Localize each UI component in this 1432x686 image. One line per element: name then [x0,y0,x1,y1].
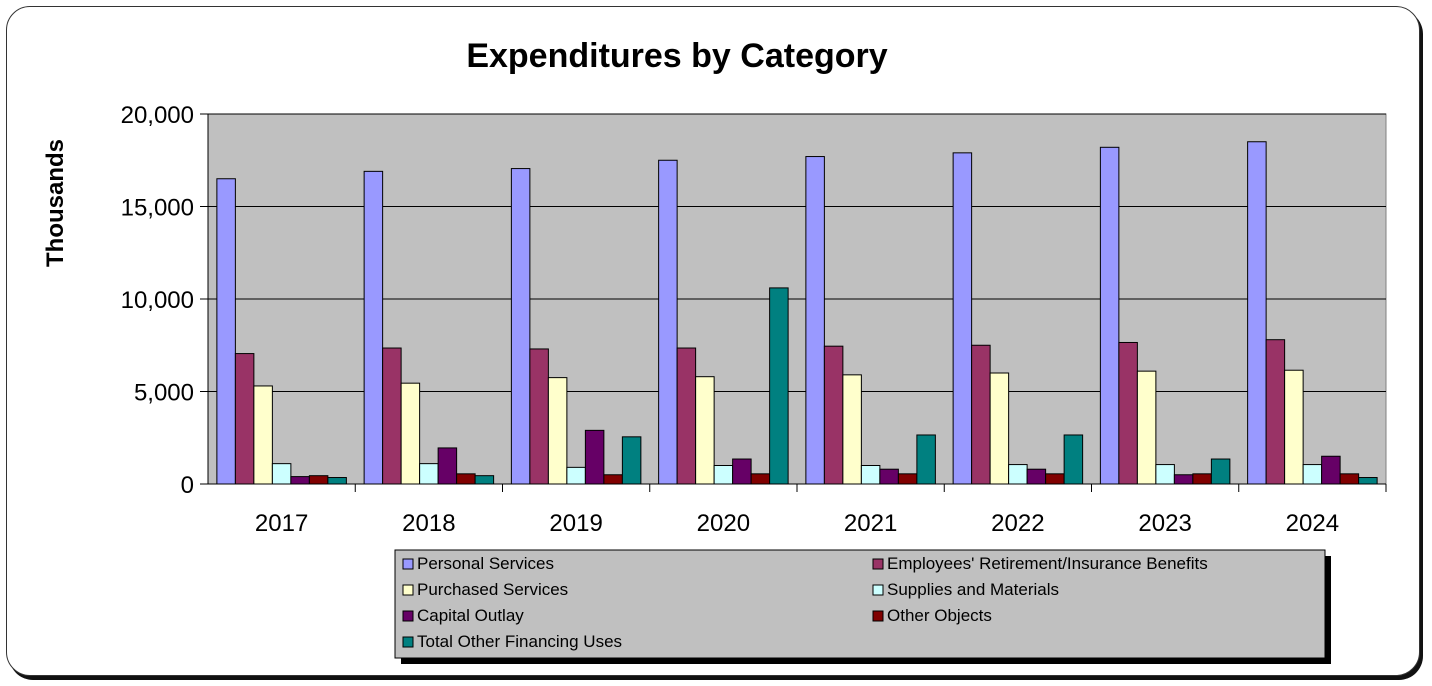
bar [234,353,255,485]
bar [419,463,439,485]
bar [456,473,476,485]
bar [510,168,531,485]
bar [308,475,329,485]
bar [823,345,844,485]
bar [676,347,697,485]
bar [658,159,678,485]
bar [216,178,236,485]
bar [437,447,458,485]
bar [1045,473,1065,485]
bar [1302,464,1323,485]
x-tick-label: 2020 [697,510,750,537]
plot-area: 0 5,000 10,000 15,000 20,000 2017 2018 2019 2020… [121,102,1387,537]
bar [1265,339,1286,485]
bar [916,434,936,485]
bar [1008,464,1028,485]
bar [750,473,771,485]
bar [566,466,586,485]
bar [989,372,1010,485]
legend-box [394,549,1326,659]
bar [1192,473,1212,485]
legend: Personal Services Employees' Retirement/I… [394,549,1331,664]
bar [860,465,881,485]
bar [382,347,402,485]
bar [400,382,421,485]
bar [1210,458,1231,485]
bar [1136,370,1157,485]
x-tick-label: 2022 [991,510,1044,537]
legend-swatch [402,584,414,596]
x-tick-label: 2017 [255,510,308,537]
bar [584,429,605,485]
y-tick-label: 0 [181,472,194,499]
legend-label: Total Other Financing Uses [417,632,622,651]
x-tick-label: 2019 [549,510,602,537]
x-tick-label: 2024 [1286,510,1339,537]
bar [1026,468,1047,485]
bar [327,477,347,485]
legend-swatch [402,558,414,570]
legend-label: Employees' Retirement/Insurance Benefits [887,554,1208,573]
y-axis-label: Thousands [42,139,69,267]
bar [1247,141,1267,485]
x-tick-label: 2021 [844,510,897,537]
bar [1284,369,1304,485]
bar [1358,477,1378,485]
y-tick-label: 5,000 [134,380,194,407]
bar [1118,341,1138,485]
bar [732,458,752,485]
bar [971,344,991,485]
legend-swatch [872,610,884,622]
bar [529,348,549,485]
bar [1173,474,1194,485]
legend-label: Other Objects [887,606,992,625]
bar [1321,455,1341,485]
bar [769,287,789,485]
bar [621,436,642,485]
legend-label: Supplies and Materials [887,580,1059,599]
y-tick-label: 20,000 [121,102,194,129]
chart-title: Expenditures by Category [466,37,887,75]
bar [842,374,862,485]
bar [1339,473,1360,485]
y-tick-label: 15,000 [121,195,194,222]
bar [805,156,825,485]
bar [1155,464,1175,485]
legend-swatch [402,610,414,622]
bar [290,476,310,485]
x-tick-label: 2023 [1138,510,1191,537]
bar [713,465,734,485]
bar [363,170,384,485]
bar [603,474,623,485]
bar [271,463,292,485]
bar [1063,434,1084,485]
bar [474,475,495,485]
bar [1099,146,1120,485]
y-tick-label: 10,000 [121,287,194,314]
legend-label: Purchased Services [417,580,568,599]
bar [879,468,899,485]
bar [547,377,568,485]
legend-swatch [872,558,884,570]
legend-swatch [872,584,884,596]
bar [695,376,715,485]
legend-swatch [402,636,414,648]
legend-label: Capital Outlay [417,606,524,625]
x-tick-label: 2018 [402,510,455,537]
bar [897,473,918,485]
bar [253,385,273,485]
bar [952,152,973,485]
legend-label: Personal Services [417,554,554,573]
